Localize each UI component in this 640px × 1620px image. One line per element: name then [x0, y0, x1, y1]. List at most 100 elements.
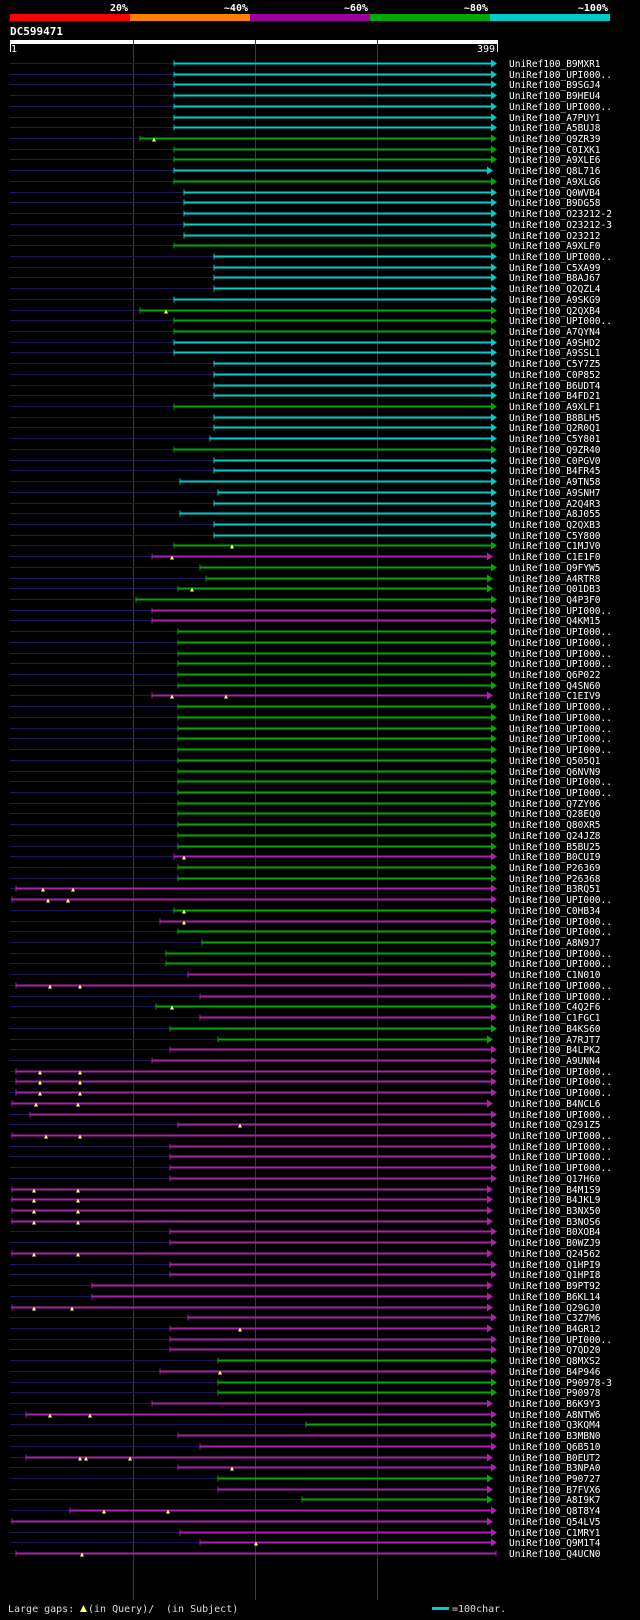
hit-row[interactable]: UniRef100_Q0WVB4 [10, 188, 601, 199]
hit-label[interactable]: UniRef100_A5BUJ8 [509, 123, 601, 134]
hit-row[interactable]: UniRef100_C5Y7Z5 [10, 359, 601, 370]
hit-row[interactable]: UniRef100_UPI000.. [10, 1142, 612, 1153]
hit-row[interactable]: UniRef100_C0P852 [10, 370, 601, 381]
hit-label[interactable]: UniRef100_A9SSL1 [509, 348, 601, 359]
hit-label[interactable]: UniRef100_B3RQ51 [509, 884, 601, 895]
hit-row[interactable]: UniRef100_UPI000.. [10, 777, 612, 788]
hit-label[interactable]: UniRef100_B4FR45 [509, 466, 601, 477]
hit-label[interactable]: UniRef100_C1N010 [509, 970, 601, 981]
hit-row[interactable]: UniRef100_B3NX50 [10, 1206, 601, 1217]
hit-row[interactable]: UniRef100_A2Q4R3 [10, 499, 601, 510]
hit-row[interactable]: UniRef100_A5BUJ8 [10, 123, 601, 134]
hit-row[interactable]: UniRef100_UPI000.. [10, 895, 612, 906]
hit-row[interactable]: UniRef100_Q6NVN9 [10, 767, 601, 778]
hit-row[interactable]: UniRef100_A9XLE6 [10, 155, 601, 166]
hit-label[interactable]: UniRef100_B0WZJ9 [509, 1238, 601, 1249]
hit-label[interactable]: UniRef100_Q80XR5 [509, 820, 601, 831]
hit-row[interactable]: UniRef100_B4GR12 [10, 1324, 601, 1335]
hit-row[interactable]: UniRef100_C1E1F0 [10, 552, 601, 563]
hit-row[interactable]: UniRef100_C5Y800 [10, 531, 601, 542]
hit-label[interactable]: UniRef100_B8AJ67 [509, 273, 601, 284]
hit-row[interactable]: UniRef100_UPI000.. [10, 959, 612, 970]
hit-label[interactable]: UniRef100_C4Q2F6 [509, 1002, 601, 1013]
hit-label[interactable]: UniRef100_UPI000.. [509, 252, 612, 263]
hit-label[interactable]: UniRef100_UPI000.. [509, 917, 612, 928]
hit-row[interactable]: UniRef100_B9DG58 [10, 198, 601, 209]
hit-label[interactable]: UniRef100_A9UNN4 [509, 1056, 601, 1067]
hit-label[interactable]: UniRef100_A9SKG9 [509, 295, 601, 306]
hit-row[interactable]: UniRef100_UPI000.. [10, 788, 612, 799]
hit-label[interactable]: UniRef100_Q3KQM4 [509, 1420, 601, 1431]
hit-label[interactable]: UniRef100_A9XLF0 [509, 241, 601, 252]
hit-row[interactable]: UniRef100_Q505Q1 [10, 756, 601, 767]
hit-label[interactable]: UniRef100_P26369 [509, 863, 601, 874]
hit-row[interactable]: UniRef100_P90978-3 [10, 1378, 612, 1389]
hit-label[interactable]: UniRef100_Q2R0Q1 [509, 423, 601, 434]
hit-row[interactable]: UniRef100_A9XLF1 [10, 402, 601, 413]
hit-label[interactable]: UniRef100_UPI000.. [509, 702, 612, 713]
hit-row[interactable]: UniRef100_A4RTR8 [10, 574, 601, 585]
hit-label[interactable]: UniRef100_UPI000.. [509, 1110, 612, 1121]
hit-row[interactable]: UniRef100_B3MBN0 [10, 1431, 601, 1442]
hit-row[interactable]: UniRef100_UPI000.. [10, 702, 612, 713]
hit-row[interactable]: UniRef100_C5Y801 [10, 434, 601, 445]
hit-row[interactable]: UniRef100_Q2QXB4 [10, 306, 601, 317]
hit-row[interactable]: UniRef100_C1EIV9 [10, 691, 601, 702]
hit-row[interactable]: UniRef100_UPI000.. [10, 1152, 612, 1163]
hit-row[interactable]: UniRef100_P26368 [10, 874, 601, 885]
hit-label[interactable]: UniRef100_Q7ZY06 [509, 799, 601, 810]
hit-label[interactable]: UniRef100_C0PGV0 [509, 456, 601, 467]
hit-row[interactable]: UniRef100_O23212-3 [10, 220, 612, 231]
hit-row[interactable]: UniRef100_Q291Z5 [10, 1120, 601, 1131]
hit-label[interactable]: UniRef100_C5Y7Z5 [509, 359, 601, 370]
hit-label[interactable]: UniRef100_UPI000.. [509, 745, 612, 756]
hit-row[interactable]: UniRef100_O23212 [10, 231, 601, 242]
hit-label[interactable]: UniRef100_UPI000.. [509, 1163, 612, 1174]
hit-label[interactable]: UniRef100_P90978 [509, 1388, 601, 1399]
hit-label[interactable]: UniRef100_Q2QXB3 [509, 520, 601, 531]
hit-label[interactable]: UniRef100_C1FGC1 [509, 1013, 601, 1024]
hit-label[interactable]: UniRef100_UPI000.. [509, 724, 612, 735]
hit-label[interactable]: UniRef100_Q7QD20 [509, 1345, 601, 1356]
hit-row[interactable]: UniRef100_C4Q2F6 [10, 1002, 601, 1013]
hit-row[interactable]: UniRef100_Q4SN60 [10, 681, 601, 692]
hit-label[interactable]: UniRef100_B0XOB4 [509, 1227, 601, 1238]
hit-label[interactable]: UniRef100_A4RTR8 [509, 574, 601, 585]
hit-label[interactable]: UniRef100_UPI000.. [509, 1152, 612, 1163]
hit-row[interactable]: UniRef100_C1N010 [10, 970, 601, 981]
hit-row[interactable]: UniRef100_UPI000.. [10, 734, 612, 745]
hit-label[interactable]: UniRef100_A7QYN4 [509, 327, 601, 338]
hit-row[interactable]: UniRef100_C0IXK1 [10, 145, 601, 156]
hit-row[interactable]: UniRef100_B4FD21 [10, 391, 601, 402]
hit-label[interactable]: UniRef100_UPI000.. [509, 638, 612, 649]
hit-label[interactable]: UniRef100_UPI000.. [509, 1067, 612, 1078]
hit-row[interactable]: UniRef100_Q9ZR39 [10, 134, 601, 145]
hit-label[interactable]: UniRef100_C1MJV0 [509, 541, 601, 552]
hit-row[interactable]: UniRef100_Q2R0Q1 [10, 423, 601, 434]
hit-label[interactable]: UniRef100_Q54LV5 [509, 1517, 601, 1528]
hit-row[interactable]: UniRef100_A8J055 [10, 509, 601, 520]
hit-label[interactable]: UniRef100_O23212 [509, 231, 601, 242]
hit-label[interactable]: UniRef100_UPI000.. [509, 1131, 612, 1142]
hit-row[interactable]: UniRef100_Q4KM15 [10, 616, 601, 627]
hit-label[interactable]: UniRef100_A8NTW6 [509, 1410, 601, 1421]
hit-label[interactable]: UniRef100_A9TN58 [509, 477, 601, 488]
hit-row[interactable]: UniRef100_C0HB34 [10, 906, 601, 917]
hit-label[interactable]: UniRef100_B4LPK2 [509, 1045, 601, 1056]
hit-label[interactable]: UniRef100_A2Q4R3 [509, 499, 601, 510]
hit-label[interactable]: UniRef100_UPI000.. [509, 1077, 612, 1088]
hit-label[interactable]: UniRef100_Q8T8Y4 [509, 1506, 601, 1517]
hit-label[interactable]: UniRef100_B6KL14 [509, 1292, 601, 1303]
hit-row[interactable]: UniRef100_UPI000.. [10, 102, 612, 113]
hit-label[interactable]: UniRef100_B4NCL6 [509, 1099, 601, 1110]
hit-label[interactable]: UniRef100_A9SHD2 [509, 338, 601, 349]
hit-row[interactable]: UniRef100_P90978 [10, 1388, 601, 1399]
hit-row[interactable]: UniRef100_UPI000.. [10, 1077, 612, 1088]
hit-row[interactable]: UniRef100_C0PGV0 [10, 456, 601, 467]
hit-label[interactable]: UniRef100_B4M1S9 [509, 1185, 601, 1196]
hit-label[interactable]: UniRef100_UPI000.. [509, 659, 612, 670]
hit-row[interactable]: UniRef100_C1FGC1 [10, 1013, 601, 1024]
hit-row[interactable]: UniRef100_UPI000.. [10, 1131, 612, 1142]
hit-row[interactable]: UniRef100_B9SGJ4 [10, 80, 601, 91]
hit-label[interactable]: UniRef100_C5Y800 [509, 531, 601, 542]
